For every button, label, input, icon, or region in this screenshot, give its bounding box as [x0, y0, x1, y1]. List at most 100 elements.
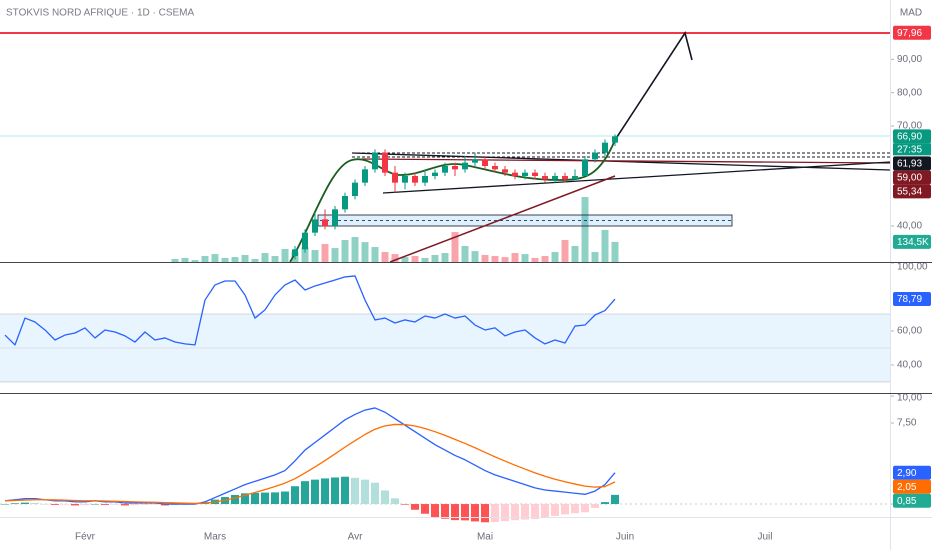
back-layer	[0, 197, 890, 505]
y-tick-label: 7,50	[897, 418, 917, 429]
volume-bar	[361, 242, 369, 262]
candle-body	[422, 176, 428, 183]
candle-body	[572, 176, 578, 180]
axis-tag-label: 55,34	[897, 186, 922, 197]
volume-bar	[471, 251, 479, 262]
histogram-bar	[81, 504, 89, 506]
axis-tag	[893, 25, 931, 40]
candle-body	[442, 166, 448, 173]
histogram-bar	[101, 504, 109, 505]
x-tick-label: Avr	[348, 532, 363, 543]
volume-bar	[231, 257, 239, 262]
y-tick-label: 40,00	[897, 360, 922, 371]
drawings	[0, 31, 891, 263]
axis-tag-label: 2,90	[897, 468, 917, 479]
axis-tag	[893, 292, 931, 307]
candle-body	[402, 176, 408, 183]
histogram-bar	[341, 476, 349, 505]
histogram-bar	[301, 481, 309, 505]
histogram-bar	[541, 504, 549, 518]
y-tick-label: 70,00	[897, 121, 922, 132]
volume-bar	[431, 254, 439, 262]
candle-body	[332, 209, 338, 226]
histogram-bar	[261, 492, 269, 505]
histogram-bar	[281, 491, 289, 505]
histogram-bar	[481, 504, 489, 523]
candle-body	[602, 142, 608, 153]
axis-tag-label: 0,85	[897, 496, 917, 507]
candle-body	[472, 159, 478, 163]
histogram-bar	[241, 493, 249, 505]
candle-body	[352, 182, 358, 196]
histogram-bar	[361, 479, 369, 505]
volume-bar	[381, 251, 389, 262]
curve	[289, 139, 616, 263]
histogram-bar	[431, 504, 439, 517]
volume-bar	[181, 257, 189, 262]
histogram-bar	[131, 504, 139, 506]
volume-bar	[441, 253, 449, 262]
x-tick-label: Juil	[757, 532, 772, 543]
y-tick-label: 100,00	[897, 262, 928, 273]
axis-tag-label: 97,96	[897, 28, 922, 39]
x-tick-label: Juin	[616, 532, 634, 543]
x-tick-label: Févr	[75, 532, 96, 543]
histogram-bar	[461, 504, 469, 521]
countdown-bg	[893, 143, 931, 156]
axis-tag-label: 134,5K	[897, 237, 929, 248]
volume-bar	[591, 251, 599, 262]
axis-tag	[893, 465, 931, 480]
histogram-bar	[591, 504, 599, 509]
volume-bar	[331, 248, 339, 262]
histogram-bar	[61, 504, 69, 505]
volume-bar	[201, 256, 209, 262]
candle-body	[312, 219, 318, 233]
axis-tag	[893, 156, 931, 171]
histogram-bar	[561, 504, 569, 515]
axis-tag	[893, 479, 931, 494]
volume-bar	[571, 245, 579, 262]
volume-bar	[561, 239, 569, 262]
histogram-bar	[451, 504, 459, 521]
histogram-bar	[41, 504, 49, 505]
candle-body	[612, 136, 618, 143]
candle-body	[532, 172, 538, 176]
histogram-bar	[491, 504, 499, 523]
volume-bar	[351, 236, 359, 262]
volume-bar	[391, 254, 399, 262]
y-tick-label: 80,00	[897, 87, 922, 98]
volume-bar	[481, 254, 489, 262]
histogram-bar	[251, 492, 259, 505]
volume-bar	[311, 250, 319, 262]
candle-body	[372, 152, 378, 170]
volume-bar	[271, 256, 279, 262]
candle-body	[452, 166, 458, 170]
trend-line	[389, 175, 616, 263]
histogram-bar	[71, 504, 79, 506]
unit-label: MAD	[900, 8, 922, 19]
volume-bar	[461, 245, 469, 262]
arrow	[614, 31, 693, 141]
x-tick-label: Mai	[477, 532, 493, 543]
histogram-bar	[391, 498, 399, 505]
histogram-bar	[551, 504, 559, 516]
axis-tag	[893, 170, 931, 185]
histogram-bar	[31, 502, 39, 505]
histogram-bar	[161, 504, 169, 506]
histogram-bar	[111, 504, 119, 505]
y-tick-label: 10,00	[897, 393, 922, 404]
histogram-bar	[611, 494, 619, 505]
candle-body	[342, 196, 348, 210]
volume-bar	[301, 247, 309, 262]
histogram-bar	[381, 490, 389, 505]
histogram-bar	[531, 504, 539, 520]
candle-body	[382, 152, 388, 173]
histogram-bar	[501, 504, 509, 522]
histogram-bar	[291, 486, 299, 505]
candle-body	[552, 176, 558, 180]
volume-bar	[211, 254, 219, 262]
histogram-bar	[271, 492, 279, 505]
